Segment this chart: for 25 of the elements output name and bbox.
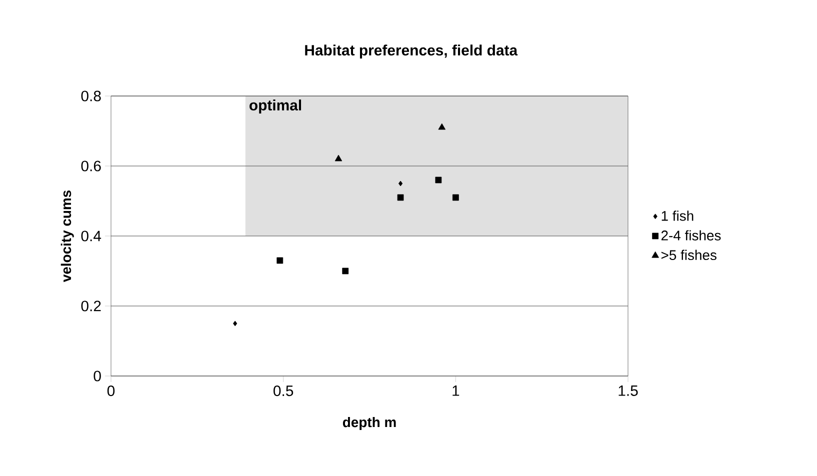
x-tick-label: 1 — [452, 386, 460, 396]
point — [233, 320, 238, 326]
point — [334, 154, 342, 162]
x-tick-label: 0.5 — [274, 386, 294, 396]
y-tick-label: 0.8 — [81, 90, 101, 102]
point — [397, 194, 404, 201]
point — [438, 123, 446, 130]
point — [435, 176, 442, 184]
y-axis-title: velocity cums — [60, 190, 74, 282]
x-tick-label: 0 — [107, 386, 115, 396]
legend-label: 2-4 fishes — [661, 230, 721, 240]
y-tick-label: 0.2 — [81, 300, 101, 312]
point — [342, 268, 349, 274]
legend-label: >5 fishes — [661, 250, 716, 260]
legend-label: 1 fish — [662, 210, 694, 221]
x-axis-title: depth m — [342, 416, 396, 430]
band-label: optimal — [250, 100, 302, 114]
x-tick-label: 1.5 — [618, 386, 638, 396]
chart-title: Habitat preferences, field data — [305, 44, 518, 58]
y-tick-label: 0.6 — [81, 160, 101, 172]
point — [452, 194, 459, 201]
point — [276, 257, 284, 264]
y-tick-label: 0.4 — [81, 230, 102, 242]
y-tick-label: 0 — [94, 370, 101, 382]
point — [398, 180, 403, 186]
